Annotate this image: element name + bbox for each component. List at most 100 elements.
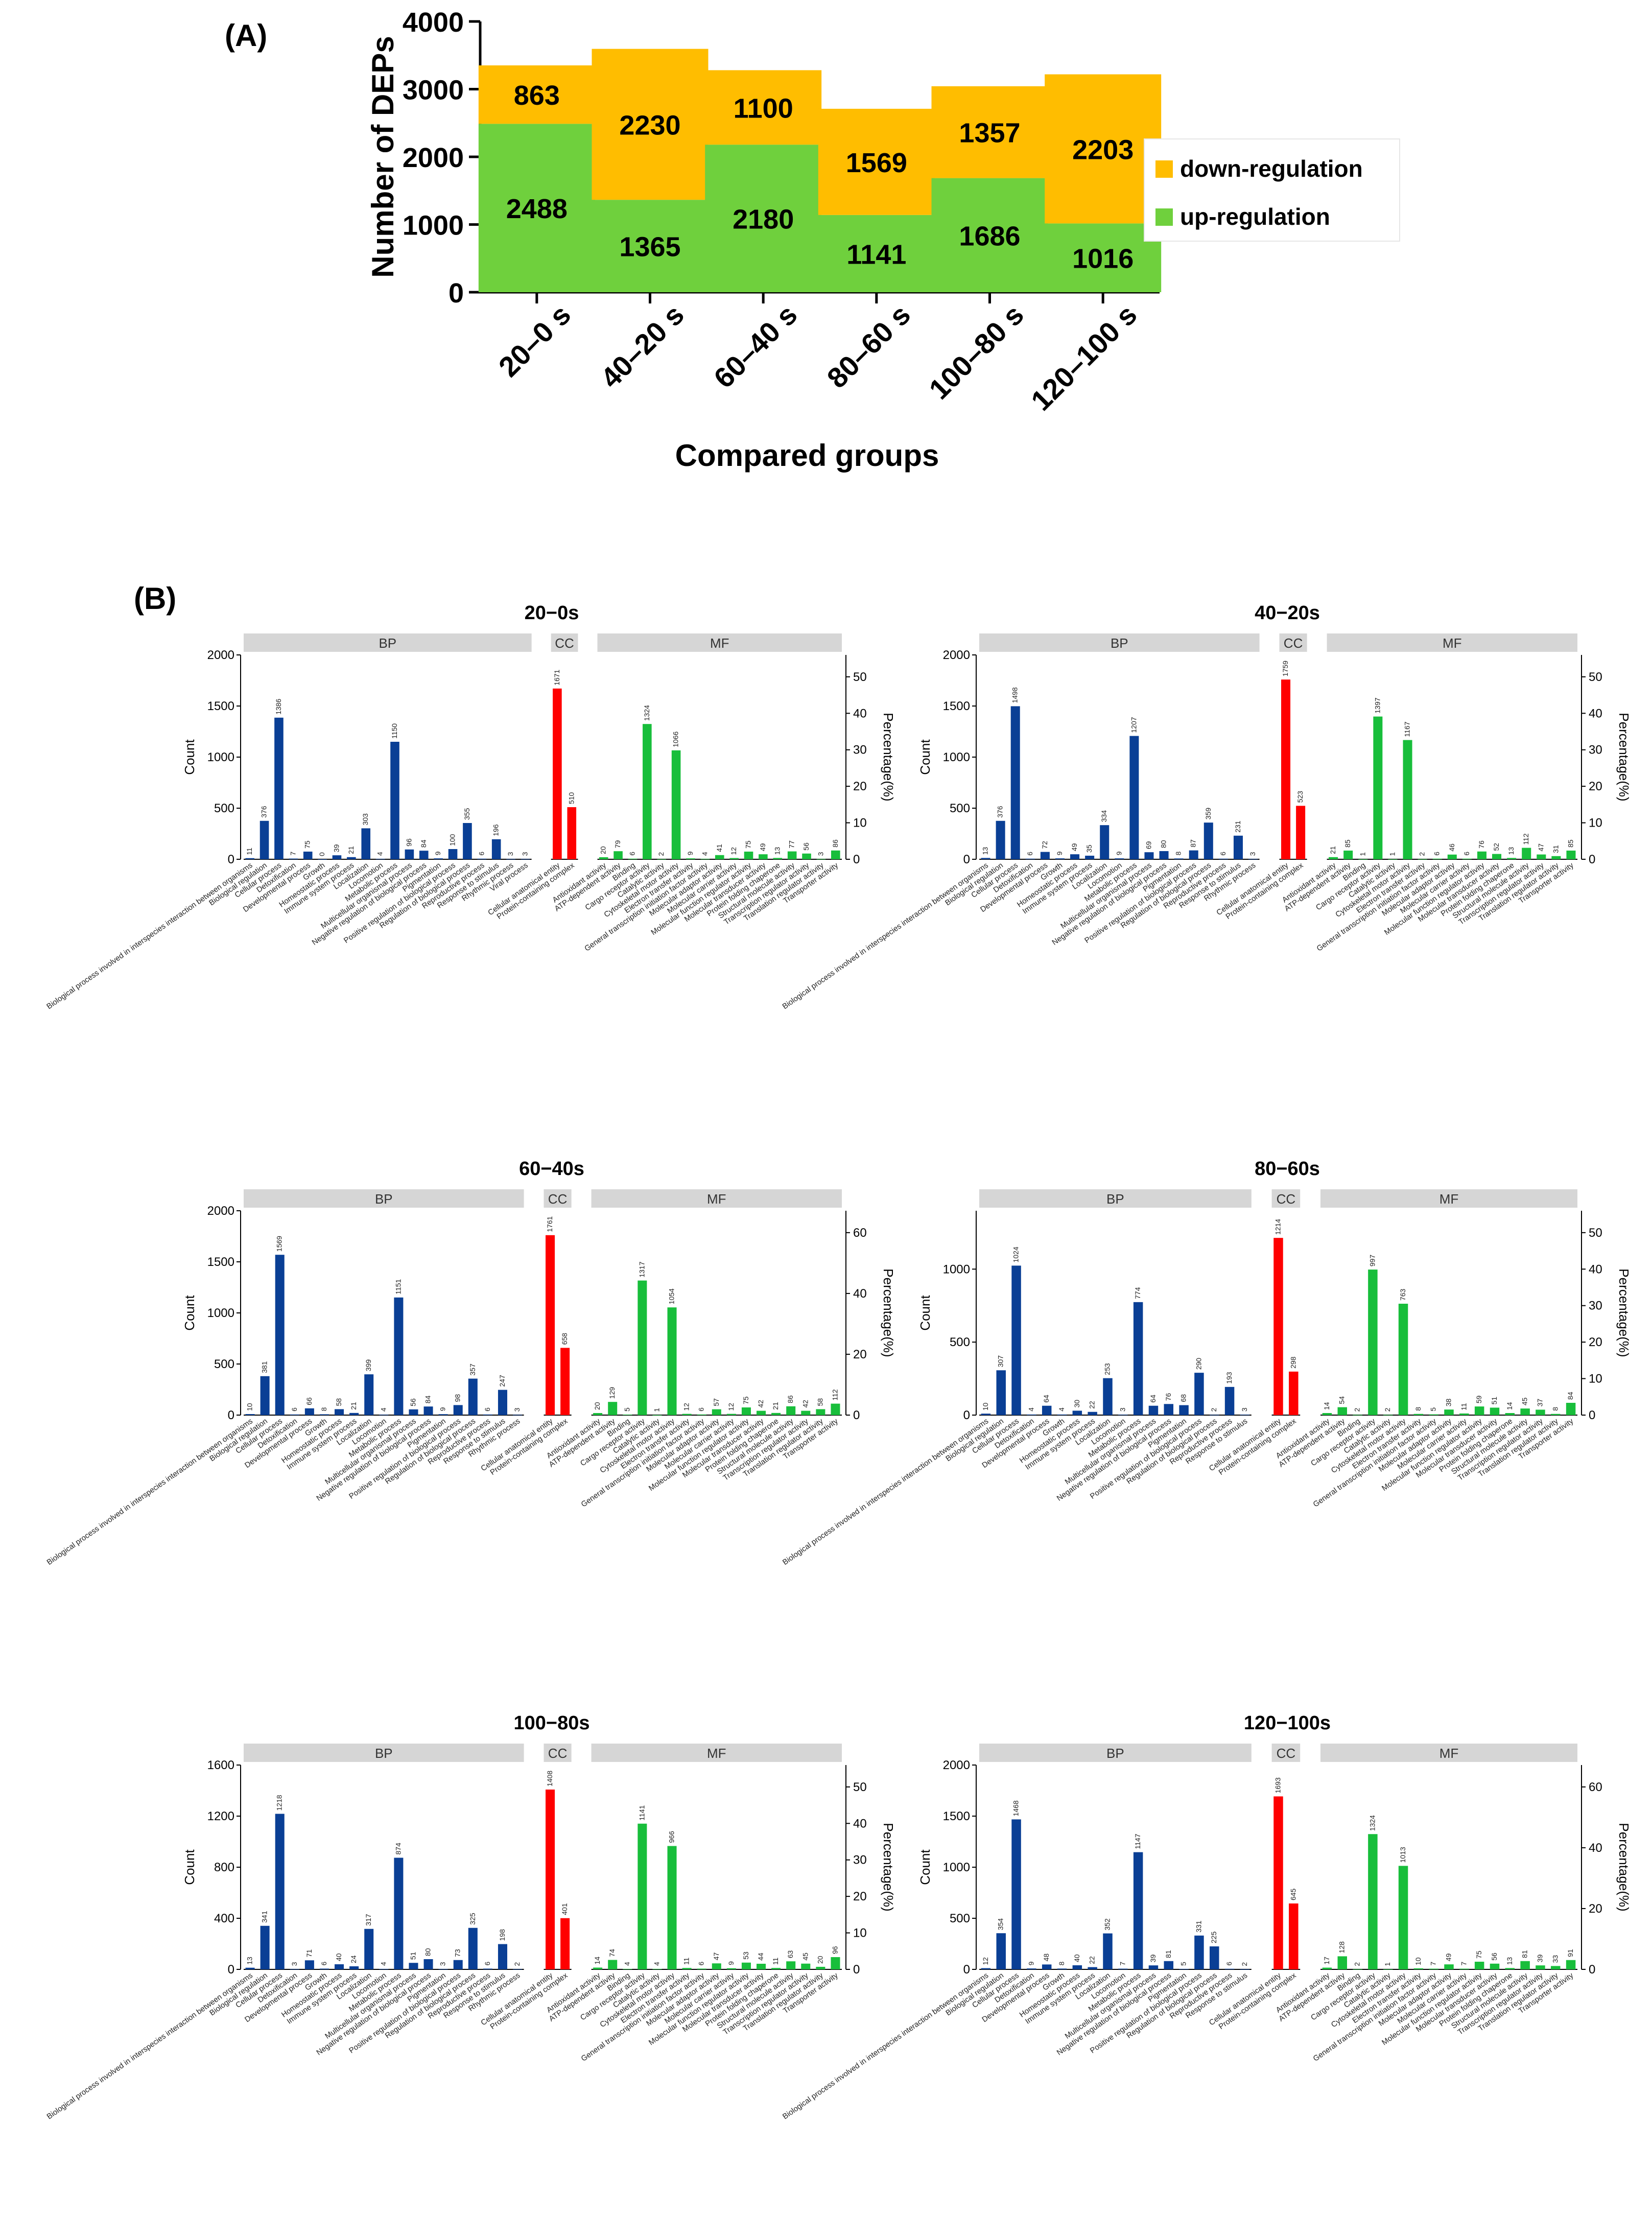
bar-value-label: 129 bbox=[608, 1387, 616, 1399]
bar-value-label: 39 bbox=[1536, 1954, 1544, 1962]
bar-mf bbox=[802, 853, 811, 859]
bar-bp bbox=[981, 858, 990, 859]
bar-mf bbox=[1505, 1413, 1515, 1415]
bar-value-label: 997 bbox=[1368, 1255, 1376, 1267]
bar-value-label: 66 bbox=[305, 1397, 313, 1405]
bar-bp bbox=[364, 1929, 374, 1969]
count-tick-label: 1000 bbox=[207, 750, 234, 764]
bar-value-label: 58 bbox=[816, 1398, 824, 1406]
bar-mf bbox=[773, 858, 783, 859]
category-label: 60–40 s bbox=[707, 298, 804, 394]
bar-mf bbox=[1322, 1413, 1332, 1415]
bar-mf bbox=[1398, 1304, 1408, 1415]
y-tick-label: 3000 bbox=[403, 75, 464, 106]
bar-value-label: 21 bbox=[349, 1402, 358, 1410]
bar-value-label: 51 bbox=[1490, 1397, 1498, 1405]
bar-mf bbox=[712, 1409, 721, 1415]
bar-value-label: 68 bbox=[1179, 1394, 1188, 1402]
bar-mf bbox=[729, 858, 739, 859]
bar-value-label: 64 bbox=[1149, 1395, 1157, 1403]
facet-strip-label: BP bbox=[375, 1746, 393, 1761]
percentage-tick-label: 0 bbox=[853, 1963, 860, 1977]
data-label-down: 1100 bbox=[734, 93, 793, 124]
bar-value-label: 247 bbox=[498, 1375, 506, 1387]
bar-value-label: 1498 bbox=[1011, 687, 1019, 703]
bar-value-label: 8 bbox=[1174, 851, 1183, 855]
data-label-down: 2230 bbox=[619, 110, 680, 140]
bar-value-label: 31 bbox=[1551, 845, 1560, 853]
bar-value-label: 6 bbox=[477, 852, 485, 856]
count-tick-label: 500 bbox=[214, 802, 234, 815]
bar-value-label: 307 bbox=[997, 1355, 1005, 1368]
bar-value-label: 79 bbox=[613, 840, 622, 848]
bar-mf bbox=[667, 1307, 677, 1415]
bar-value-label: 1024 bbox=[1012, 1247, 1020, 1262]
bar-bp bbox=[1194, 1373, 1204, 1415]
bar-mf bbox=[726, 1968, 736, 1969]
percentage-tick-label: 20 bbox=[853, 1890, 867, 1903]
count-axis-title: Count bbox=[917, 1849, 933, 1885]
bar-bp bbox=[1011, 1819, 1021, 1969]
bar-mf bbox=[1520, 1408, 1530, 1415]
percentage-tick-label: 50 bbox=[853, 670, 867, 684]
bar-mf bbox=[1536, 1409, 1545, 1415]
bar-value-label: 352 bbox=[1103, 1918, 1111, 1931]
bar-bp bbox=[981, 1414, 991, 1415]
category-label: 120–100 s bbox=[1025, 298, 1143, 417]
count-tick-label: 500 bbox=[950, 1912, 970, 1925]
bar-value-label: 5 bbox=[1429, 1407, 1437, 1412]
bar-value-label: 9 bbox=[1027, 1961, 1035, 1965]
facet-strip-mf bbox=[591, 1189, 842, 1208]
facet-strip-mf bbox=[1327, 633, 1577, 652]
bar-bp bbox=[1203, 822, 1213, 859]
bar-value-label: 75 bbox=[303, 840, 312, 849]
bar-mf bbox=[1343, 851, 1353, 859]
facet-strip-cc bbox=[1271, 1189, 1301, 1208]
bar-value-label: 6 bbox=[290, 1407, 298, 1412]
count-axis-title: Count bbox=[182, 1849, 197, 1885]
bar-mf bbox=[671, 750, 681, 859]
bar-value-label: 3 bbox=[1248, 852, 1257, 856]
bar-mf bbox=[816, 1409, 825, 1415]
bar-bp bbox=[438, 1414, 448, 1415]
bar-bp bbox=[448, 849, 458, 859]
bar-value-label: 75 bbox=[744, 840, 752, 849]
bar-cc bbox=[560, 1918, 570, 1969]
count-tick-label: 0 bbox=[963, 853, 970, 866]
bar-value-label: 1013 bbox=[1399, 1847, 1407, 1863]
bar-value-label: 128 bbox=[1338, 1941, 1346, 1954]
bar-mf bbox=[1398, 1866, 1408, 1969]
facet-panel-area bbox=[1327, 654, 1578, 860]
bar-bp bbox=[409, 1409, 418, 1415]
bar-value-label: 63 bbox=[786, 1950, 794, 1958]
y-tick-label: 2000 bbox=[403, 143, 464, 173]
bar-value-label: 6 bbox=[697, 1407, 705, 1412]
bar-mf bbox=[1329, 857, 1338, 859]
count-tick-label: 2000 bbox=[943, 648, 970, 662]
count-axis-title: Count bbox=[182, 739, 197, 775]
bar-mf bbox=[771, 1968, 781, 1969]
bar-bp bbox=[468, 1378, 478, 1415]
facet-strip-label: BP bbox=[1111, 636, 1128, 651]
bar-mf bbox=[1566, 1960, 1576, 1969]
percentage-tick-label: 50 bbox=[1589, 670, 1602, 684]
bar-value-label: 1569 bbox=[275, 1236, 284, 1252]
percentage-tick-label: 30 bbox=[1589, 1299, 1602, 1313]
percentage-tick-label: 30 bbox=[1589, 743, 1602, 757]
bar-value-label: 1 bbox=[1383, 1962, 1391, 1966]
bar-cc bbox=[1281, 679, 1291, 859]
data-label-down: 863 bbox=[514, 80, 560, 111]
bar-value-label: 2 bbox=[1418, 852, 1426, 856]
bar-cc bbox=[1289, 1371, 1299, 1415]
bar-bp bbox=[1194, 1935, 1204, 1969]
bar-value-label: 1671 bbox=[553, 669, 561, 685]
bar-value-label: 874 bbox=[394, 1843, 402, 1855]
go-term-label: Biological process involved in interspec… bbox=[45, 1971, 254, 2121]
bar-mf bbox=[741, 1962, 751, 1969]
bar-value-label: 12 bbox=[682, 1403, 691, 1411]
data-label-up: 1686 bbox=[959, 221, 1020, 251]
bar-value-label: 49 bbox=[1445, 1953, 1453, 1961]
bar-value-label: 91 bbox=[1566, 1949, 1574, 1957]
bar-value-label: 8 bbox=[320, 1407, 328, 1411]
bar-value-label: 53 bbox=[742, 1951, 750, 1960]
